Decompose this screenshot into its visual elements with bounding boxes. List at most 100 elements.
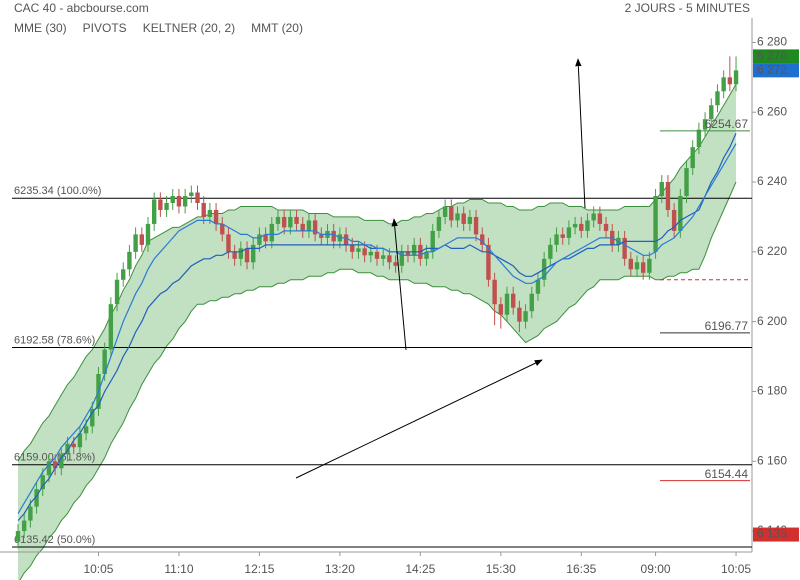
candle-body [381, 255, 386, 259]
candle-body [628, 258, 634, 270]
candle-body [504, 293, 510, 315]
candle-body [517, 307, 522, 322]
candle-body [702, 119, 708, 130]
candle-body [554, 234, 559, 245]
pivot-label: 6254.67 [705, 117, 749, 131]
candle-body [467, 216, 473, 224]
candle-body [176, 196, 182, 207]
candle-body [523, 311, 528, 322]
pivot-label: 6196.77 [705, 319, 749, 333]
y-tick-label: 6 280 [757, 35, 787, 49]
candle-body [288, 216, 293, 228]
x-tick-label: 12:15 [244, 562, 274, 576]
candle-body [634, 262, 640, 270]
candle-body [411, 244, 417, 256]
candle-body [294, 216, 299, 224]
candle-body [59, 454, 64, 469]
candle-body [715, 91, 720, 106]
candle-body [480, 234, 485, 245]
candle-body [473, 216, 479, 235]
candle-body [393, 262, 398, 266]
candle-body [486, 244, 491, 280]
keltner-band [18, 84, 736, 580]
candle-body [226, 234, 231, 252]
candle-body [387, 255, 392, 263]
candle-body [133, 234, 138, 252]
candle-body [548, 244, 553, 259]
candle-body [362, 248, 367, 256]
candle-body [65, 443, 70, 455]
candle-body [535, 279, 541, 294]
legend-entry: MME (30) [14, 21, 67, 35]
candle-body [653, 196, 658, 252]
y-tick-label: 6 260 [757, 104, 787, 118]
candle-body [232, 251, 237, 259]
candle-body [455, 213, 460, 221]
level-label: 6135.42 (50.0%) [14, 534, 95, 546]
candle-body [399, 251, 404, 266]
candle-body [622, 237, 627, 259]
candle-body [114, 279, 120, 305]
candle-body [597, 213, 603, 224]
candle-body [430, 230, 435, 252]
keltner-lower [19, 181, 737, 580]
candle-body [164, 202, 169, 210]
candle-body [585, 220, 590, 231]
x-tick-label: 13:20 [325, 562, 355, 576]
candle-body [442, 206, 448, 217]
candle-body [640, 262, 646, 273]
candle-body [34, 489, 39, 507]
candle-body [28, 506, 33, 521]
price-tag [753, 63, 799, 78]
candle-body [368, 251, 374, 256]
candle-body [52, 461, 58, 469]
candle-body [127, 251, 132, 270]
candle-body [306, 220, 312, 231]
candle-body [281, 216, 287, 228]
candle-body [684, 168, 689, 196]
plot-layer [17, 84, 737, 580]
candle-body [300, 223, 305, 231]
x-tick-label: 10:05 [83, 562, 113, 576]
chart-title: CAC 40 - abcbourse.com [14, 1, 149, 15]
y-tick-label: 6 240 [757, 174, 787, 188]
candle-body [158, 199, 163, 210]
candle-body [275, 216, 281, 224]
candle-body [696, 129, 702, 148]
candle-body [461, 213, 466, 224]
candle-body [733, 70, 739, 85]
candle-body [195, 192, 200, 203]
candle-body [579, 223, 584, 231]
candle-body [244, 248, 250, 263]
candle-body [213, 209, 219, 224]
price-tag-label: 6 139 [757, 527, 787, 541]
candle-body [40, 475, 45, 490]
candle-body [189, 192, 194, 196]
chart-subtitle: 2 JOURS - 5 MINUTES [625, 1, 750, 15]
candle-body [343, 234, 349, 245]
y-tick-label: 6 160 [757, 453, 787, 467]
candle-body [257, 234, 262, 245]
candle-body [709, 105, 714, 120]
level-label: 6192.58 (78.6%) [14, 334, 95, 346]
x-tick-label: 14:25 [405, 562, 435, 576]
candle-body [145, 223, 151, 245]
candle-body [108, 304, 114, 350]
x-tick-label: 09:00 [641, 562, 671, 576]
legend-entry: KELTNER (20, 2) [143, 21, 235, 35]
candle-body [319, 234, 324, 238]
price-tag-label: 6 272 [757, 63, 787, 77]
candle-body [263, 234, 268, 242]
candle-body [647, 258, 652, 273]
legend-entry: PIVOTS [83, 21, 127, 35]
candle-body [312, 220, 318, 235]
candle-body [15, 531, 21, 542]
price-tag [753, 527, 799, 542]
y-tick-label: 6 200 [757, 314, 787, 328]
candle-body [238, 248, 244, 259]
candle-body [102, 349, 107, 374]
candle-body [436, 216, 442, 231]
candle-body [182, 196, 188, 207]
candle-body [492, 279, 497, 305]
